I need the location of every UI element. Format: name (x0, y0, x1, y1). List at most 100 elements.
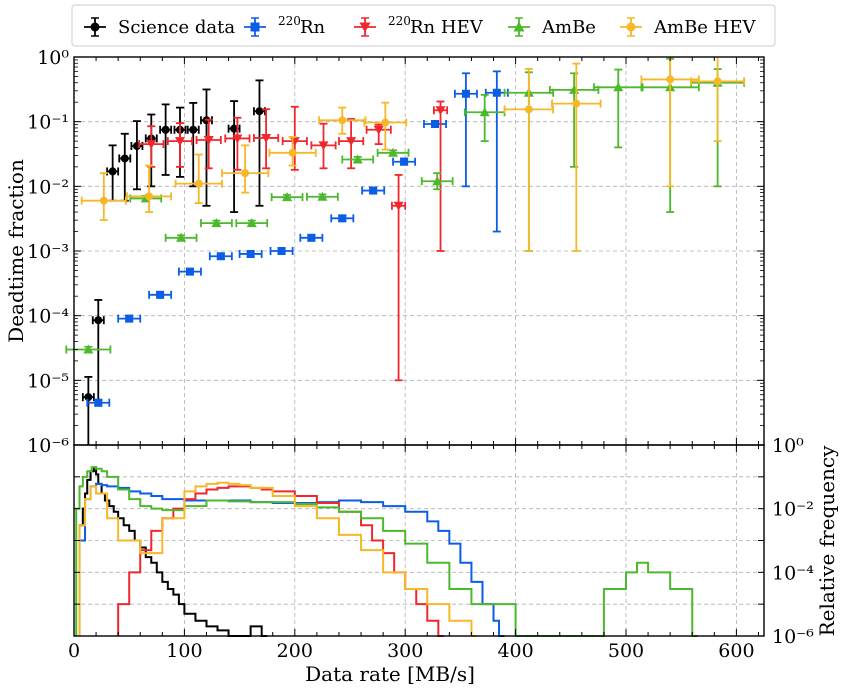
legend-label: Rn (300, 17, 326, 38)
legend-marker (513, 21, 525, 32)
data-point (174, 137, 185, 147)
top-y-tick-label: 10⁻⁶ (27, 435, 69, 457)
data-point (282, 192, 293, 202)
data-point (261, 133, 272, 143)
bottom-panel-grid (74, 445, 764, 636)
axis-ticks (73, 56, 764, 637)
data-point (125, 314, 134, 323)
data-point (108, 167, 117, 176)
legend-label: AmBe HEV (653, 17, 757, 38)
series-220rn (86, 70, 509, 407)
legend-item-ambe-hev: AmBe HEV (620, 17, 757, 38)
legend-item-science-data: Science data (84, 17, 235, 38)
legend-marker (626, 22, 636, 32)
data-point (461, 89, 470, 98)
data-point (145, 192, 154, 201)
bottom-y-axis-label: Relative frequency (815, 445, 839, 637)
legend-item-ambe: AmBe (508, 17, 596, 38)
top-panel-grid (74, 57, 764, 445)
histogram-ambe-hev (78, 481, 477, 637)
data-point (381, 118, 390, 127)
top-y-tick-label: 10⁻³ (27, 241, 69, 263)
top-y-tick-label: 10⁻⁵ (27, 370, 69, 392)
data-point (94, 316, 103, 325)
tick-labels: 0 100 200 300 400 500 600 10⁻⁶ 10⁻⁵ 10⁻⁴ 10⁻³ 10⁻² 1… (27, 47, 814, 662)
legend-item-220rn-hev: 220 Rn HEV (354, 14, 484, 38)
data-point (120, 154, 129, 163)
data-point (435, 106, 446, 116)
data-point (432, 176, 443, 186)
legend-label: Rn HEV (410, 17, 484, 38)
bottom-y-tick-label: 10⁰ (772, 435, 804, 457)
top-y-tick-label: 10⁻⁴ (27, 306, 69, 328)
data-point (346, 137, 357, 147)
data-point (185, 267, 194, 276)
legend-marker (250, 22, 260, 32)
data-point (338, 116, 347, 125)
data-point (211, 218, 222, 228)
x-tick-label: 600 (718, 640, 754, 662)
top-panel-series (65, 57, 746, 445)
data-point (83, 344, 94, 354)
data-point (373, 125, 384, 135)
data-point (161, 125, 170, 134)
data-point (524, 105, 533, 114)
data-point (369, 186, 378, 195)
legend-box (71, 4, 776, 47)
data-point (246, 249, 255, 258)
data-point (400, 157, 409, 166)
data-point (338, 214, 347, 223)
bottom-panel-histograms (75, 466, 698, 637)
data-point (431, 120, 440, 129)
data-point (393, 201, 404, 211)
data-point (318, 141, 329, 151)
data-point (203, 136, 214, 146)
top-y-tick-label: 10⁻² (27, 176, 69, 198)
data-point (230, 124, 239, 133)
data-point (572, 99, 581, 108)
data-point (666, 75, 675, 84)
legend-superscript: 220 (278, 14, 301, 28)
data-point (255, 107, 264, 116)
data-point (388, 147, 399, 157)
data-point (94, 398, 103, 407)
top-y-tick-label: 10⁰ (37, 47, 69, 69)
data-point (613, 82, 624, 92)
legend-label: Science data (118, 17, 235, 38)
data-point (84, 393, 93, 402)
legend-item-220rn: 220 Rn (244, 14, 326, 38)
top-y-tick-label: 10⁻¹ (27, 112, 69, 134)
data-point (241, 169, 250, 178)
data-point (232, 134, 243, 144)
histogram-ambe (75, 466, 698, 637)
x-axis-label: Data rate [MB/s] (305, 662, 475, 686)
bottom-y-tick-label: 10⁻⁶ (772, 626, 814, 648)
x-tick-label: 100 (166, 640, 202, 662)
data-point (146, 140, 157, 150)
legend: Science data 220 Rn 220 Rn HEV AmBe AmBe HEV (71, 4, 776, 47)
data-point (352, 154, 363, 164)
data-point (194, 179, 203, 188)
legend-marker (90, 22, 100, 32)
data-point (156, 290, 165, 299)
x-tick-label: 0 (68, 640, 80, 662)
data-point (176, 232, 187, 242)
data-point (492, 88, 501, 97)
data-point (216, 252, 225, 261)
data-point (277, 247, 286, 255)
bottom-y-tick-label: 10⁻² (772, 499, 814, 521)
data-point (317, 191, 328, 201)
data-point (246, 218, 257, 228)
x-tick-label: 400 (497, 640, 533, 662)
legend-marker (359, 22, 371, 33)
data-point (479, 107, 490, 117)
legend-superscript: 220 (388, 14, 411, 28)
series-ambe-hev (80, 57, 746, 252)
data-point (307, 233, 316, 242)
legend-label: AmBe (541, 17, 596, 38)
data-point (99, 196, 108, 205)
x-tick-label: 200 (277, 640, 313, 662)
bottom-y-tick-label: 10⁻⁴ (772, 562, 814, 584)
x-tick-label: 300 (387, 640, 423, 662)
